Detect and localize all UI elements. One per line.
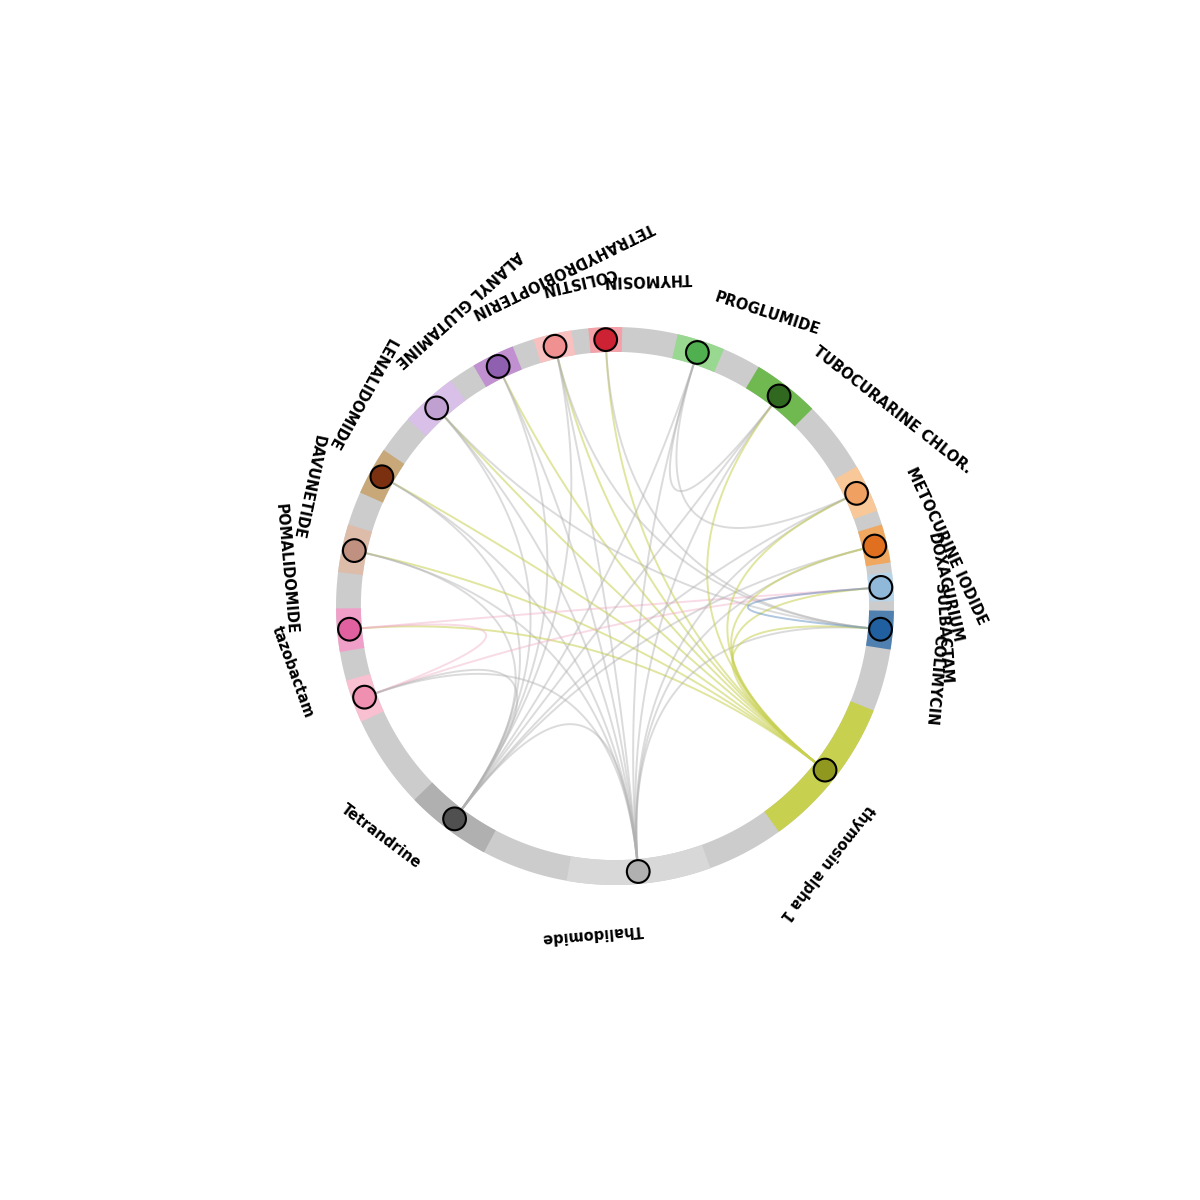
Circle shape <box>338 618 361 641</box>
Circle shape <box>869 618 892 641</box>
Polygon shape <box>672 334 724 372</box>
Circle shape <box>863 535 886 558</box>
Polygon shape <box>338 524 372 575</box>
Text: thymosin alpha 1: thymosin alpha 1 <box>778 802 877 924</box>
Text: ALANYL GLUTAMINE: ALANYL GLUTAMINE <box>392 248 526 370</box>
Circle shape <box>425 396 448 419</box>
Text: DOXACURIUM: DOXACURIUM <box>924 532 965 644</box>
Polygon shape <box>474 347 522 388</box>
Polygon shape <box>764 701 874 832</box>
Polygon shape <box>588 328 623 353</box>
Circle shape <box>814 758 836 781</box>
Text: tazobactam: tazobactam <box>269 624 317 720</box>
Polygon shape <box>408 380 466 436</box>
Text: SULBACTAM: SULBACTAM <box>932 583 954 684</box>
Circle shape <box>768 384 791 407</box>
Polygon shape <box>336 608 365 652</box>
Polygon shape <box>336 328 894 884</box>
Circle shape <box>626 860 649 883</box>
Circle shape <box>870 576 893 599</box>
Text: DAVUNETIDE: DAVUNETIDE <box>289 433 326 540</box>
Text: COLIMYCIN: COLIMYCIN <box>924 634 947 726</box>
Text: POMALIDOMIDE: POMALIDOMIDE <box>272 503 299 635</box>
Text: PROGLUMIDE: PROGLUMIDE <box>713 289 822 337</box>
Polygon shape <box>414 782 496 852</box>
Polygon shape <box>566 845 710 884</box>
Circle shape <box>845 482 868 505</box>
Circle shape <box>686 341 709 364</box>
Text: Thalidomide: Thalidomide <box>541 923 644 947</box>
Polygon shape <box>835 467 877 520</box>
Circle shape <box>371 466 394 488</box>
Circle shape <box>443 808 466 830</box>
Circle shape <box>594 329 617 350</box>
Polygon shape <box>868 572 894 601</box>
Circle shape <box>353 685 376 708</box>
Text: METOCURINE IODIDE: METOCURINE IODIDE <box>902 466 989 628</box>
Text: Tetrandrine: Tetrandrine <box>338 802 424 871</box>
Polygon shape <box>858 524 890 566</box>
Circle shape <box>343 539 366 562</box>
Polygon shape <box>534 330 575 364</box>
Polygon shape <box>360 450 404 503</box>
Text: COLISTIN: COLISTIN <box>540 265 618 296</box>
Text: THYMOSIN: THYMOSIN <box>604 270 692 288</box>
Circle shape <box>544 335 566 358</box>
Text: TUBOCURARINE CHLOR.: TUBOCURARINE CHLOR. <box>810 344 974 476</box>
Polygon shape <box>866 611 894 649</box>
Polygon shape <box>746 367 812 426</box>
Text: TETRAHYDROBIOPTERIN: TETRAHYDROBIOPTERIN <box>469 220 656 320</box>
Polygon shape <box>346 674 384 721</box>
Circle shape <box>487 355 510 378</box>
Text: LENALIDOMIDE: LENALIDOMIDE <box>324 336 397 452</box>
